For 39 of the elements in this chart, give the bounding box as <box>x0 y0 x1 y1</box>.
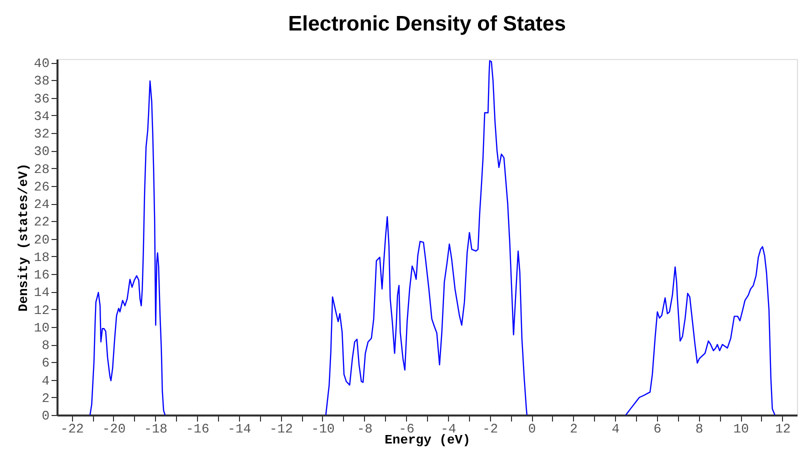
y-tick-label: 18 <box>34 250 50 265</box>
x-tick-label: 4 <box>612 422 620 436</box>
y-axis-title: Density (states/eV) <box>16 163 31 312</box>
x-tick-label: -10 <box>311 422 335 436</box>
y-tick-label: 36 <box>34 91 50 106</box>
y-tick-label: 34 <box>34 108 50 124</box>
y-tick-label: 4 <box>42 373 50 388</box>
x-tick-label: 0 <box>528 422 536 436</box>
y-tick-label: 22 <box>34 214 50 230</box>
y-tick-label: 26 <box>34 179 50 194</box>
x-tick-label: 8 <box>695 422 704 436</box>
y-tick-label: 32 <box>34 126 50 142</box>
y-tick-label: 10 <box>34 320 50 336</box>
x-tick-label: -22 <box>60 422 84 436</box>
y-tick-label: 0 <box>42 408 50 424</box>
x-tick-label: -12 <box>269 422 293 436</box>
x-tick-label: -16 <box>186 422 210 436</box>
chart-title: Electronic Density of States <box>288 12 566 36</box>
x-tick-label: -2 <box>482 422 498 436</box>
x-tick-label: -14 <box>228 422 252 436</box>
y-tick-label: 20 <box>34 232 50 248</box>
y-tick-label: 40 <box>34 56 50 72</box>
y-tick-label: 8 <box>42 338 50 354</box>
y-tick-label: 38 <box>34 74 50 89</box>
x-tick-label: 12 <box>775 422 791 436</box>
y-tick-label: 6 <box>42 356 50 371</box>
x-tick-label: -18 <box>144 422 168 436</box>
y-tick-label: 30 <box>34 144 50 160</box>
x-tick-label: 6 <box>654 422 662 436</box>
x-tick-label: 10 <box>733 422 749 436</box>
x-tick-label: 2 <box>570 422 578 436</box>
y-tick-label: 24 <box>34 197 50 212</box>
x-tick-label: -8 <box>356 422 373 436</box>
y-tick-label: 14 <box>34 285 50 300</box>
x-tick-label: -20 <box>102 422 126 436</box>
y-tick-label: 2 <box>42 390 50 406</box>
y-tick-label: 28 <box>34 162 50 177</box>
y-tick-label: 16 <box>34 268 50 283</box>
y-tick-label: 12 <box>34 302 50 318</box>
